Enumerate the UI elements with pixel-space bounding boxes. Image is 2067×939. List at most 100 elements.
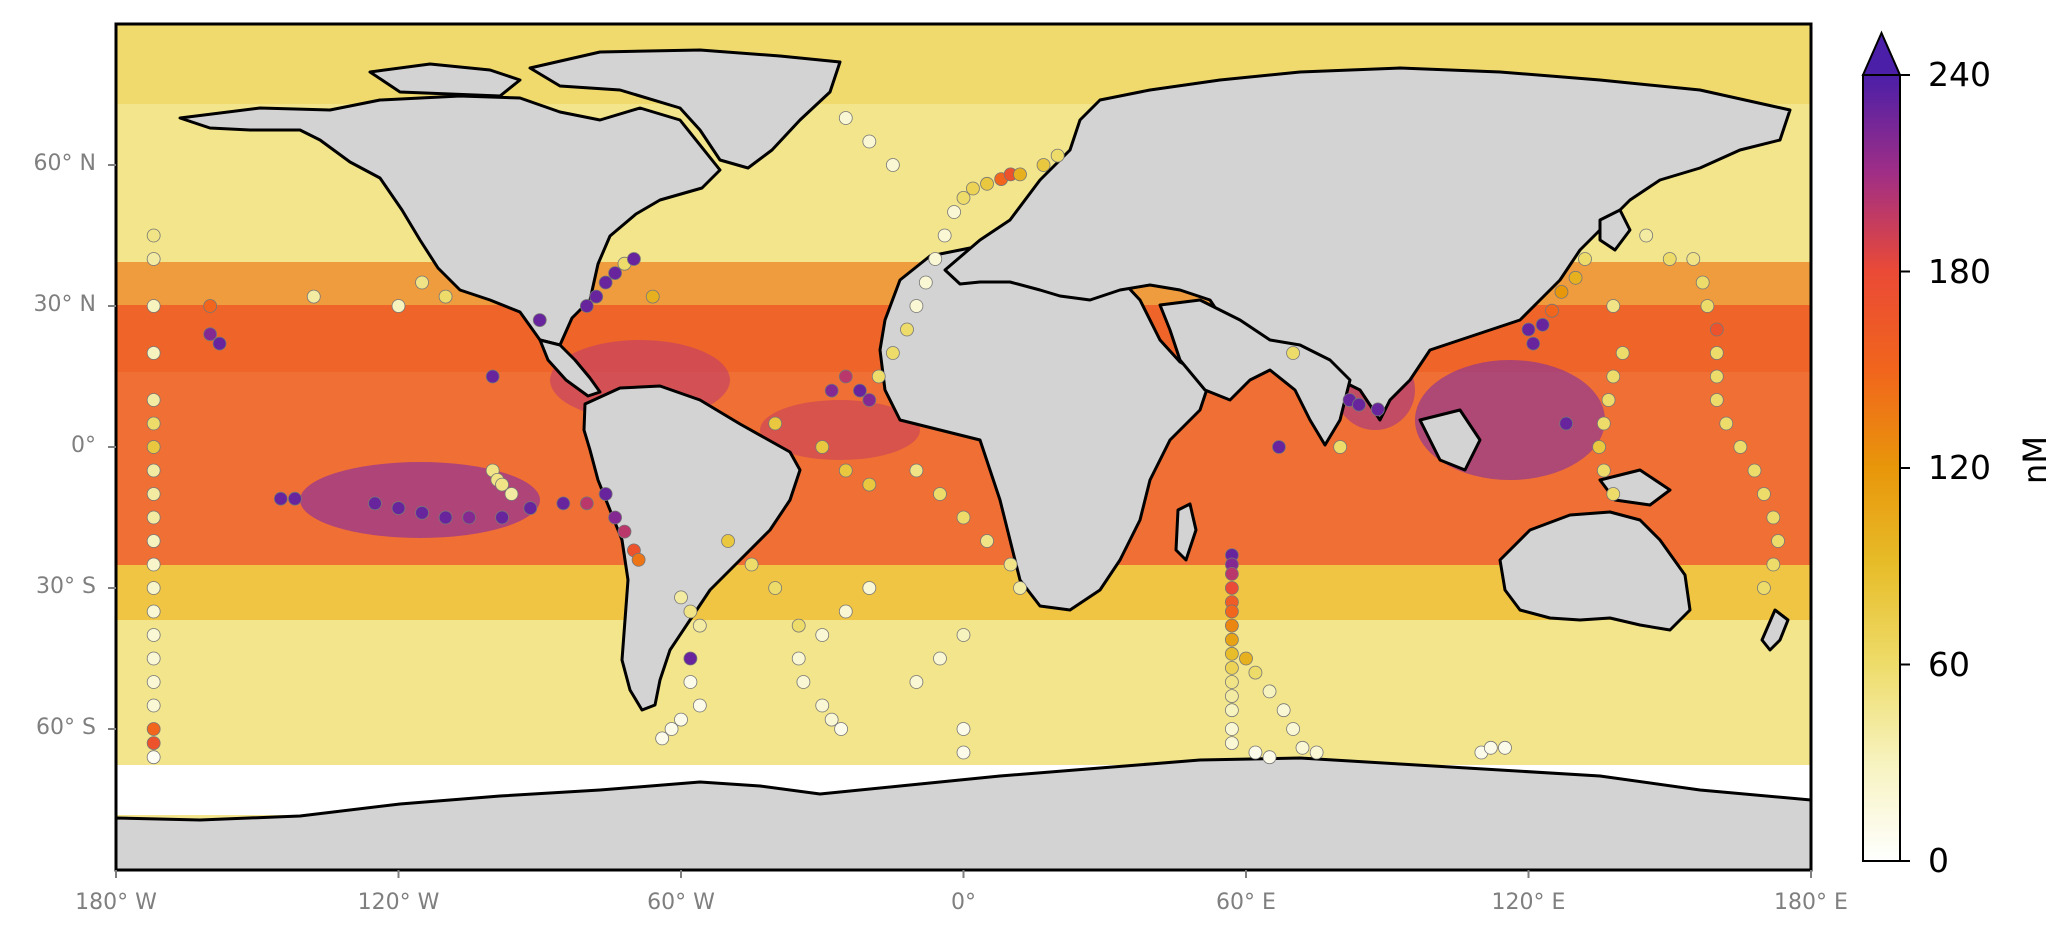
observation-point (1333, 440, 1348, 454)
observation-point (956, 190, 971, 205)
observation-point (1272, 440, 1286, 454)
observation-point (1757, 581, 1771, 595)
observation-point (1036, 158, 1051, 172)
europe-asia (943, 66, 1792, 422)
colorbar-unit: nM (2016, 436, 2054, 484)
observation-point (824, 383, 839, 398)
colorbar-tick-label: 240 (1928, 55, 1991, 94)
observation-point (1013, 581, 1027, 595)
observation-point (655, 731, 670, 746)
observation-point (815, 440, 830, 454)
observation-point (556, 496, 571, 511)
lon-tick-label: 120° W (357, 890, 440, 915)
observation-point (909, 463, 924, 478)
observation-point (146, 736, 161, 750)
observation-point (683, 604, 698, 619)
observation-point (1239, 651, 1253, 666)
lat-tick-label: 30° S (36, 574, 96, 599)
observation-point (1224, 736, 1239, 750)
observation-point (146, 750, 161, 765)
observation-point (1286, 722, 1300, 736)
observation-point (791, 618, 806, 633)
observation-point (918, 275, 933, 290)
observation-point (1596, 416, 1611, 431)
observation-point (1262, 684, 1277, 699)
observation-point (1601, 393, 1616, 407)
observation-point (1370, 402, 1385, 417)
observation-point (674, 590, 688, 605)
observation-point (1526, 336, 1541, 351)
new-zealand (1760, 608, 1790, 652)
observation-point (1224, 567, 1239, 581)
observation-point (1535, 317, 1550, 332)
observation-point (947, 205, 961, 219)
lat-tick-label: 60° N (33, 151, 96, 176)
lon-tick-label: 0° (951, 890, 976, 915)
observation-point (937, 228, 952, 243)
lon-tick-label: 60° E (1216, 890, 1276, 915)
observation-point (692, 698, 707, 713)
observation-point (485, 369, 500, 384)
observation-point (862, 393, 877, 407)
observation-point (768, 581, 783, 595)
observation-point (203, 327, 218, 342)
observation-points (146, 111, 1785, 765)
australia (1498, 510, 1692, 632)
observation-point (589, 289, 604, 304)
observation-point (791, 651, 806, 666)
observation-point (631, 552, 646, 567)
observation-point (1050, 148, 1065, 163)
observation-point (1248, 745, 1263, 760)
observation-point (966, 181, 980, 196)
observation-point (1295, 740, 1310, 755)
observation-point (885, 346, 900, 360)
observation-point (212, 336, 227, 351)
observation-point (146, 628, 161, 642)
observation-point (438, 510, 453, 525)
central-america (538, 338, 602, 398)
observation-point (146, 228, 161, 243)
observation-point (146, 510, 161, 525)
colorbar-tick-label: 120 (1928, 448, 1991, 487)
observation-point (146, 487, 161, 501)
greenland (528, 48, 842, 170)
observation-point (146, 675, 161, 689)
observation-point (523, 501, 538, 516)
observation-point (838, 369, 853, 384)
observation-point (956, 510, 971, 525)
observation-point (415, 275, 429, 290)
observation-point (1596, 463, 1611, 478)
observation-point (645, 289, 660, 304)
observation-point (824, 712, 839, 727)
observation-point (1224, 632, 1239, 647)
observation-point (1771, 534, 1785, 548)
observation-point (146, 346, 161, 360)
lat-tick-label: 60° S (36, 715, 96, 740)
observation-point (146, 581, 161, 595)
observation-point (1766, 557, 1781, 572)
observation-point (853, 383, 867, 398)
observation-point (721, 534, 735, 548)
lon-tick-label: 120° E (1491, 890, 1566, 915)
lat-tick-label: 30° N (33, 292, 96, 317)
observation-point (1248, 665, 1263, 680)
observation-point (1286, 346, 1300, 360)
observation-point (980, 176, 994, 191)
observation-point (1003, 557, 1018, 572)
observation-point (796, 675, 811, 689)
observation-point (146, 416, 161, 431)
observation-point (146, 722, 161, 736)
borneo-sumatra (1418, 408, 1482, 472)
observation-point (532, 313, 547, 328)
observation-point (871, 369, 886, 384)
observation-point (146, 299, 161, 313)
observation-point (928, 252, 943, 266)
observation-point (438, 289, 453, 304)
observation-point (1766, 510, 1781, 525)
observation-point (415, 505, 429, 520)
observation-point (1224, 581, 1239, 595)
observation-point (834, 722, 848, 736)
observation-point (1224, 661, 1239, 675)
observation-point (862, 477, 877, 492)
